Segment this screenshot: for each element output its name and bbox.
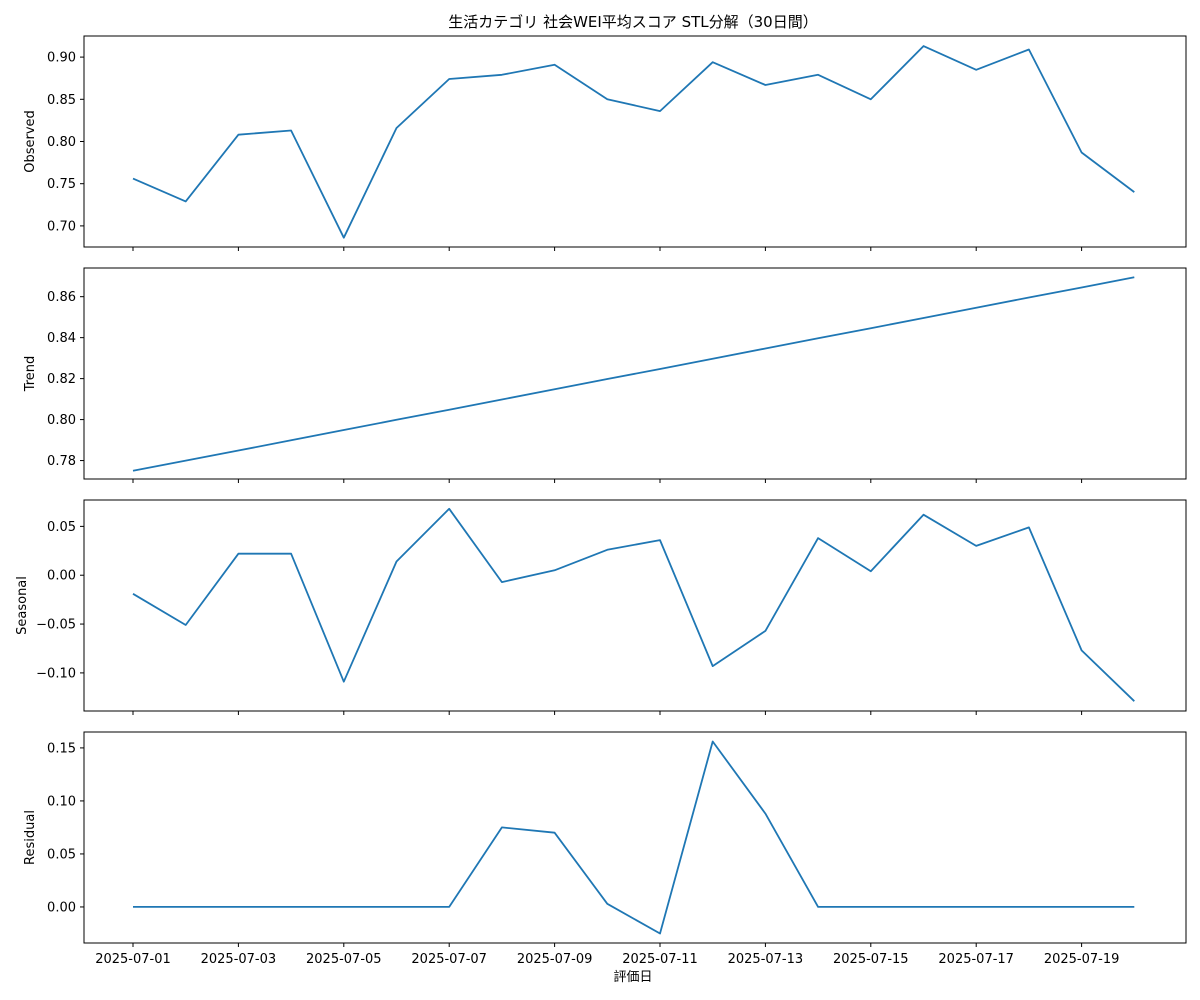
- panel-seasonal: −0.10 −0.05 0.00 0.05 Seasonal: [15, 499, 1187, 715]
- series-line-observed: [132, 45, 1135, 239]
- axes-frame: [83, 499, 1187, 712]
- series-line-seasonal: [132, 507, 1135, 702]
- y-tick-label: 0.70: [47, 219, 76, 234]
- y-axis-label-residual: Residual: [23, 810, 38, 865]
- series-line-trend: [132, 276, 1135, 472]
- x-tick-label: 2025-07-19: [1044, 952, 1120, 967]
- axes-frame: [83, 267, 1187, 480]
- y-tick-label: 0.00: [47, 569, 76, 584]
- y-tick-label: −0.10: [36, 666, 76, 681]
- y-axis-label-trend: Trend: [23, 356, 38, 393]
- y-tick-label: 0.80: [47, 135, 76, 150]
- x-tick-label: 2025-07-17: [938, 952, 1014, 967]
- panels: 0.70 0.75 0.80 0.85 0.90 Observed 0.78 0.80 0.82…: [15, 35, 1187, 947]
- chart-title: 生活カテゴリ 社会WEI平均スコア STL分解（30日間）: [448, 13, 817, 31]
- y-tick-label: −0.05: [36, 618, 76, 633]
- x-axis-ticks: 2025-07-01 2025-07-03 2025-07-05 2025-07-07…: [95, 952, 1119, 967]
- x-tick-label: 2025-07-05: [306, 952, 382, 967]
- y-tick-label: 0.86: [47, 290, 76, 305]
- x-tick-label: 2025-07-13: [728, 952, 804, 967]
- y-tick-label: 0.15: [47, 741, 76, 756]
- y-tick-label: 0.78: [47, 454, 76, 469]
- panel-observed: 0.70 0.75 0.80 0.85 0.90 Observed: [23, 35, 1187, 251]
- x-axis-label: 評価日: [613, 970, 652, 985]
- x-tick-label: 2025-07-07: [411, 952, 487, 967]
- y-axis-label-seasonal: Seasonal: [15, 576, 30, 635]
- x-tick-label: 2025-07-11: [622, 952, 698, 967]
- x-tick-label: 2025-07-01: [95, 952, 171, 967]
- y-tick-label: 0.05: [47, 520, 76, 535]
- axes-frame: [83, 731, 1187, 944]
- x-tick-label: 2025-07-09: [517, 952, 593, 967]
- x-tick-label: 2025-07-15: [833, 952, 909, 967]
- y-tick-label: 0.10: [47, 794, 76, 809]
- x-tick-label: 2025-07-03: [201, 952, 277, 967]
- panel-trend: 0.78 0.80 0.82 0.84 0.86 Trend: [23, 267, 1187, 483]
- y-tick-label: 0.82: [47, 372, 76, 387]
- y-tick-label: 0.90: [47, 51, 76, 66]
- y-tick-label: 0.75: [47, 177, 76, 192]
- y-axis-label-observed: Observed: [23, 110, 38, 173]
- y-tick-label: 0.05: [47, 847, 76, 862]
- panel-residual: 0.00 0.05 0.10 0.15 Residual: [23, 731, 1187, 947]
- y-tick-label: 0.85: [47, 93, 76, 108]
- y-tick-label: 0.00: [47, 900, 76, 915]
- y-tick-label: 0.80: [47, 413, 76, 428]
- axes-frame: [83, 35, 1187, 248]
- y-tick-label: 0.84: [47, 331, 76, 346]
- series-line-residual: [133, 740, 1135, 935]
